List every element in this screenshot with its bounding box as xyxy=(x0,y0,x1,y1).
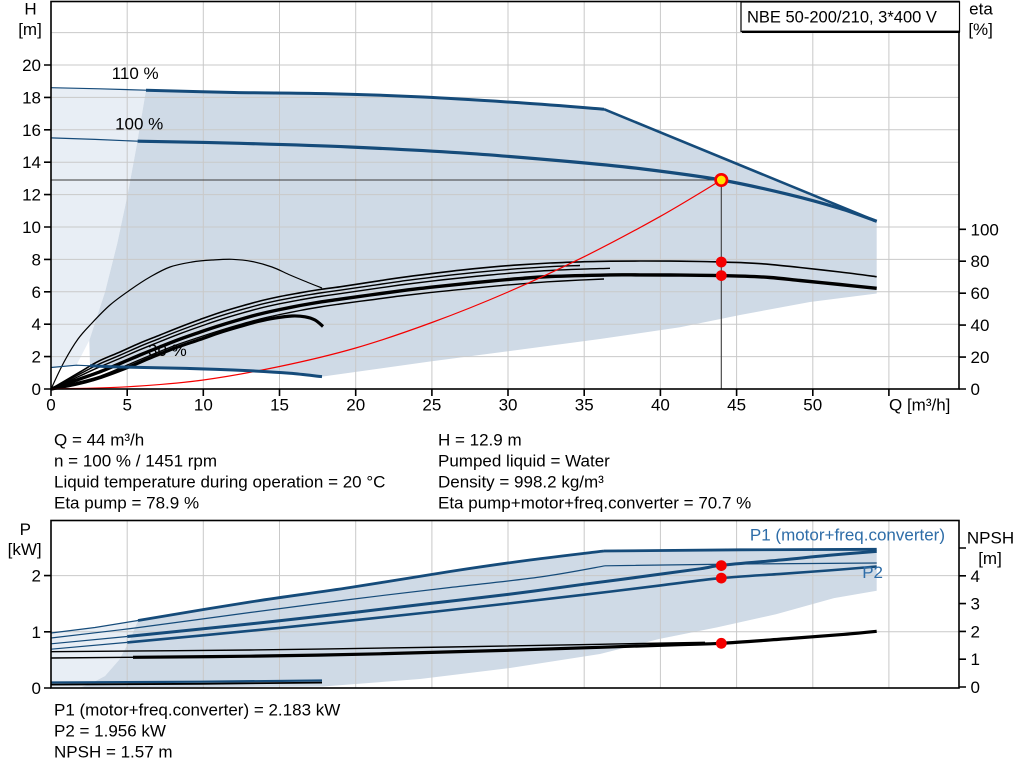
svg-text:NPSH = 1.57 m: NPSH = 1.57 m xyxy=(54,743,173,762)
svg-text:0: 0 xyxy=(32,380,41,399)
svg-text:Pumped liquid = Water: Pumped liquid = Water xyxy=(438,452,610,471)
svg-text:H: H xyxy=(24,0,36,19)
svg-text:40: 40 xyxy=(971,316,990,335)
svg-text:30: 30 xyxy=(499,396,518,415)
svg-text:2: 2 xyxy=(32,348,41,367)
svg-text:1: 1 xyxy=(32,623,41,642)
svg-text:[m]: [m] xyxy=(18,20,42,39)
svg-text:10: 10 xyxy=(22,218,41,237)
svg-text:0: 0 xyxy=(32,679,41,698)
svg-text:20: 20 xyxy=(22,56,41,75)
svg-text:25: 25 xyxy=(422,396,441,415)
svg-text:18: 18 xyxy=(22,88,41,107)
svg-text:Q [m³/h]: Q [m³/h] xyxy=(889,396,950,415)
svg-text:60: 60 xyxy=(971,284,990,303)
svg-text:Eta pump = 78.9 %: Eta pump = 78.9 % xyxy=(54,494,199,513)
svg-text:30 %: 30 % xyxy=(148,341,187,360)
svg-text:5: 5 xyxy=(122,396,131,415)
svg-text:P: P xyxy=(20,520,31,539)
svg-text:50: 50 xyxy=(803,396,822,415)
svg-text:4: 4 xyxy=(971,567,980,586)
svg-text:16: 16 xyxy=(22,121,41,140)
svg-text:6: 6 xyxy=(32,283,41,302)
svg-text:14: 14 xyxy=(22,153,41,172)
svg-text:NPSH: NPSH xyxy=(967,529,1014,548)
svg-text:eta: eta xyxy=(969,0,993,19)
svg-text:10: 10 xyxy=(194,396,213,415)
svg-text:35: 35 xyxy=(575,396,594,415)
svg-text:[m]: [m] xyxy=(978,549,1002,568)
svg-text:[kW]: [kW] xyxy=(8,540,42,559)
svg-text:3: 3 xyxy=(971,595,980,614)
svg-text:4: 4 xyxy=(32,315,41,334)
svg-text:40: 40 xyxy=(651,396,670,415)
svg-text:100 %: 100 % xyxy=(115,114,163,133)
svg-text:Liquid temperature during oper: Liquid temperature during operation = 20… xyxy=(54,473,385,492)
svg-text:8: 8 xyxy=(32,250,41,269)
svg-text:110 %: 110 % xyxy=(112,64,159,83)
svg-text:NBE 50-200/210, 3*400 V: NBE 50-200/210, 3*400 V xyxy=(747,9,937,27)
svg-text:12: 12 xyxy=(22,186,41,205)
svg-text:80: 80 xyxy=(971,252,990,271)
svg-text:Q = 44 m³/h: Q = 44 m³/h xyxy=(54,431,144,450)
svg-text:2: 2 xyxy=(32,567,41,586)
svg-text:P1 (motor+freq.converter): P1 (motor+freq.converter) xyxy=(750,526,945,545)
svg-text:0: 0 xyxy=(46,396,55,415)
svg-text:20: 20 xyxy=(346,396,365,415)
svg-text:P1 (motor+freq.converter) = 2.: P1 (motor+freq.converter) = 2.183 kW xyxy=(54,701,340,720)
svg-text:2: 2 xyxy=(971,622,980,641)
svg-text:P2 = 1.956 kW: P2 = 1.956 kW xyxy=(54,722,166,741)
svg-text:Eta pump+motor+freq.converter: Eta pump+motor+freq.converter = 70.7 % xyxy=(438,494,751,513)
svg-text:H = 12.9 m: H = 12.9 m xyxy=(438,431,522,450)
svg-text:15: 15 xyxy=(270,396,289,415)
svg-text:n = 100 % / 1451 rpm: n = 100 % / 1451 rpm xyxy=(54,452,217,471)
svg-text:20: 20 xyxy=(971,348,990,367)
svg-text:Density = 998.2 kg/m³: Density = 998.2 kg/m³ xyxy=(438,473,604,492)
svg-text:0: 0 xyxy=(971,678,980,697)
svg-text:1: 1 xyxy=(971,650,980,669)
svg-text:P2: P2 xyxy=(862,563,883,582)
svg-text:[%]: [%] xyxy=(968,20,993,39)
svg-text:100: 100 xyxy=(971,220,999,239)
svg-text:45: 45 xyxy=(727,396,746,415)
svg-text:0: 0 xyxy=(971,380,980,399)
